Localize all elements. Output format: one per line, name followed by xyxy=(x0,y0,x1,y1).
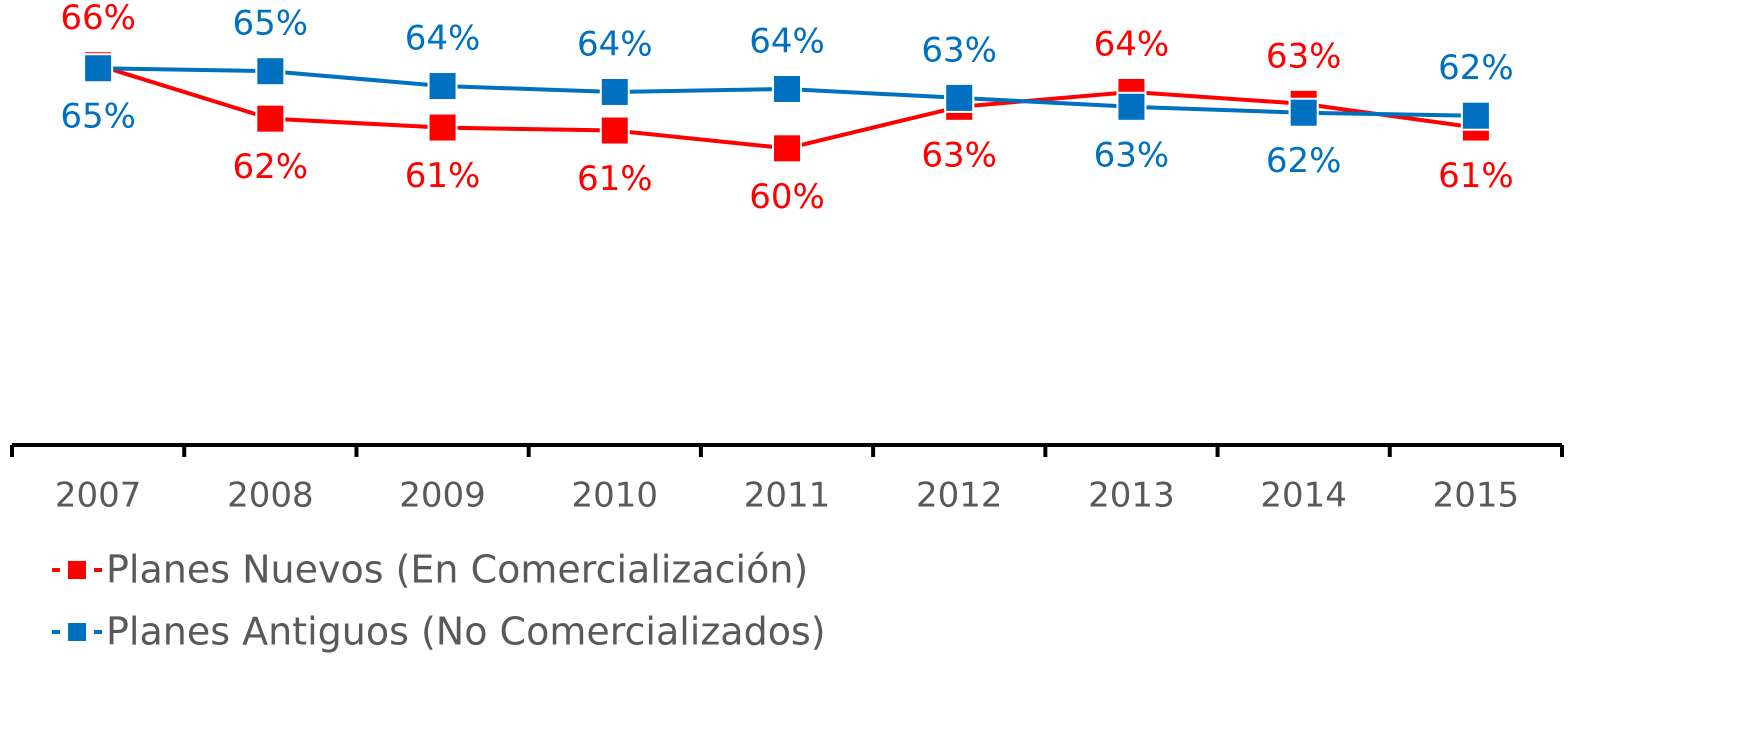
data-label: 61% xyxy=(1438,156,1514,196)
marker xyxy=(427,71,458,102)
marker xyxy=(255,103,286,134)
x-tick-label: 2012 xyxy=(916,476,1003,516)
x-tick-label: 2013 xyxy=(1088,476,1175,516)
data-label: 64% xyxy=(405,19,481,59)
data-label: 62% xyxy=(1438,48,1514,88)
data-label: 65% xyxy=(60,97,136,137)
legend-marker xyxy=(68,561,86,579)
data-label: 63% xyxy=(921,30,997,70)
marker xyxy=(772,74,802,104)
marker xyxy=(1460,100,1491,131)
x-tick-label: 2007 xyxy=(55,476,142,516)
data-label: 63% xyxy=(1266,36,1342,76)
marker xyxy=(427,112,458,143)
marker xyxy=(1288,97,1319,128)
marker xyxy=(1116,91,1147,122)
data-label: 60% xyxy=(749,177,825,217)
data-label: 64% xyxy=(577,24,653,64)
marker xyxy=(599,76,630,107)
marker xyxy=(83,53,114,84)
data-label: 62% xyxy=(1266,141,1342,181)
marker xyxy=(599,115,630,146)
marker xyxy=(944,82,975,113)
legend-marker xyxy=(68,623,86,641)
data-label: 64% xyxy=(1094,24,1170,64)
x-tick-label: 2014 xyxy=(1260,476,1347,516)
x-tick-label: 2010 xyxy=(572,476,659,516)
data-label: 63% xyxy=(1094,135,1170,175)
legend-label: Planes Antiguos (No Comercializados) xyxy=(106,610,826,654)
data-label: 62% xyxy=(233,147,309,187)
x-tick-label: 2011 xyxy=(744,476,831,516)
x-tick-label: 2015 xyxy=(1433,476,1520,516)
data-label: 61% xyxy=(577,159,653,199)
data-label: 63% xyxy=(921,135,997,175)
marker xyxy=(255,56,286,87)
data-label: 64% xyxy=(749,22,825,62)
x-tick-label: 2009 xyxy=(399,476,486,516)
data-label: 65% xyxy=(233,4,309,44)
marker xyxy=(772,133,802,164)
data-label: 61% xyxy=(405,156,481,196)
legend-label: Planes Nuevos (En Comercialización) xyxy=(106,548,808,592)
x-tick-label: 2008 xyxy=(227,476,314,516)
data-label: 66% xyxy=(60,0,136,38)
